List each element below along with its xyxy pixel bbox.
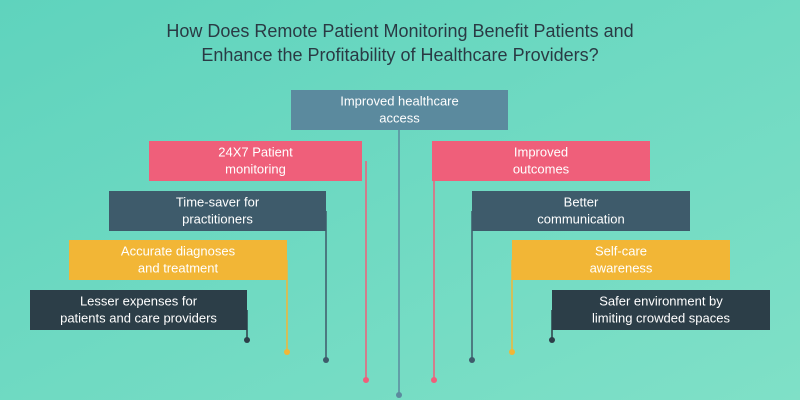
node-box: [109, 191, 326, 231]
node-label: Lesser expenses for: [80, 293, 198, 308]
node-label: limiting crowded spaces: [592, 310, 731, 325]
node-box: [69, 240, 287, 280]
node-label: Improved healthcare: [340, 93, 459, 108]
node-box: [291, 90, 508, 130]
node-label: Self-care: [595, 243, 647, 258]
connector-dot: [363, 377, 369, 383]
connector-dot: [549, 337, 555, 343]
node-label: communication: [537, 211, 624, 226]
node-box: [149, 141, 362, 181]
node-label: 24X7 Patient: [218, 144, 293, 159]
connector-dot: [284, 349, 290, 355]
node-box: [472, 191, 690, 231]
node-box: [432, 141, 650, 181]
connector-dot: [323, 357, 329, 363]
connector-dot: [244, 337, 250, 343]
node-box: [30, 290, 247, 330]
node-label: monitoring: [225, 161, 286, 176]
node-label: Better: [564, 194, 599, 209]
node-label: and treatment: [138, 260, 219, 275]
title-line: Enhance the Profitability of Healthcare …: [201, 45, 598, 65]
connector-dot: [469, 357, 475, 363]
node-box: [552, 290, 770, 330]
node-label: practitioners: [182, 211, 253, 226]
connector-dot: [396, 392, 402, 398]
connector-dot: [431, 377, 437, 383]
node-label: awareness: [590, 260, 653, 275]
node-box: [512, 240, 730, 280]
node-label: patients and care providers: [60, 310, 217, 325]
title-line: How Does Remote Patient Monitoring Benef…: [166, 21, 633, 41]
node-label: outcomes: [513, 161, 570, 176]
node-label: Time-saver for: [176, 194, 260, 209]
node-label: Improved: [514, 144, 568, 159]
node-label: access: [379, 110, 420, 125]
node-label: Accurate diagnoses: [121, 243, 236, 258]
connector-dot: [509, 349, 515, 355]
node-label: Safer environment by: [599, 293, 723, 308]
